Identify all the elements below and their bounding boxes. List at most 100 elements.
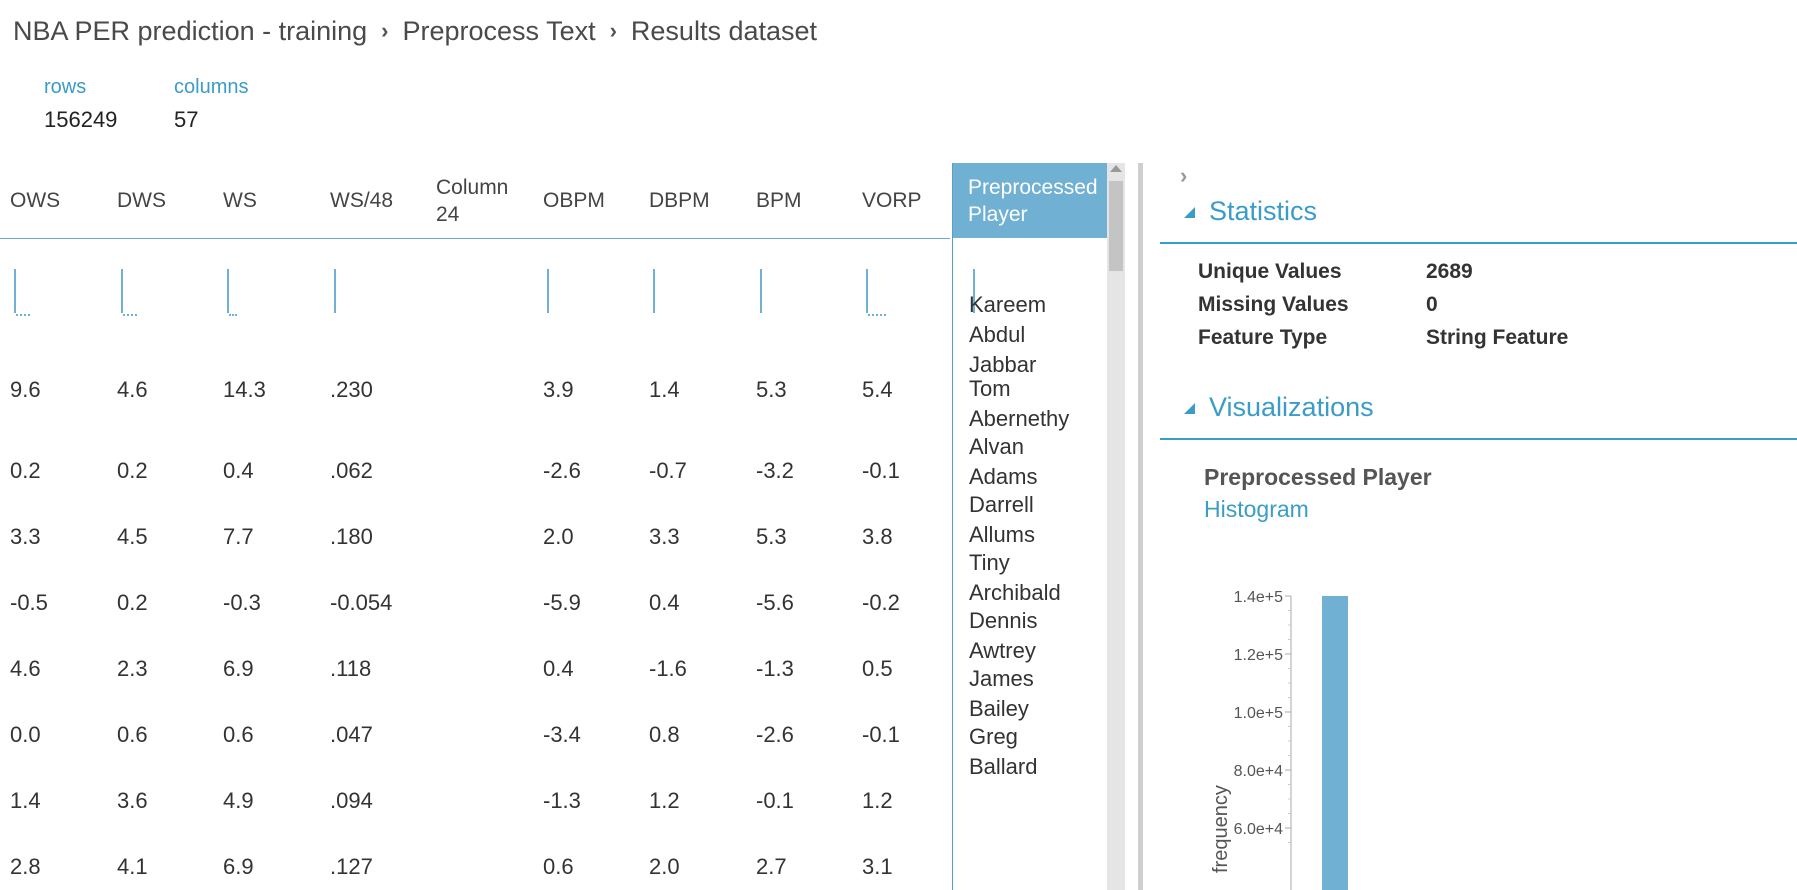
table-cell[interactable]: 3.3 xyxy=(649,524,680,549)
table-cell[interactable]: 0.4 xyxy=(649,590,680,615)
table-cell[interactable]: -0.1 xyxy=(862,458,900,483)
table-cell[interactable]: 0.2 xyxy=(10,458,41,483)
column-header-dbpm[interactable]: DBPM xyxy=(649,189,710,212)
table-cell[interactable]: 4.6 xyxy=(117,377,148,402)
table-cell[interactable]: 5.3 xyxy=(756,377,787,402)
table-cell[interactable]: 3.8 xyxy=(862,524,893,549)
stat-value-unique: 2689 xyxy=(1426,260,1473,283)
histogram-bar[interactable] xyxy=(1322,596,1348,890)
table-cell[interactable]: -0.2 xyxy=(862,590,900,615)
table-cell[interactable]: 6.9 xyxy=(223,656,254,681)
column-header-column-24[interactable]: Column 24 xyxy=(436,175,509,226)
table-cell[interactable]: .180 xyxy=(330,524,373,549)
scrollbar-thumb[interactable] xyxy=(1109,181,1123,271)
table-cell[interactable]: -0.1 xyxy=(756,788,794,813)
table-cell[interactable]: 2.3 xyxy=(117,656,148,681)
statistics-section-toggle[interactable]: Statistics xyxy=(1184,196,1317,227)
table-cell[interactable]: -0.3 xyxy=(223,590,261,615)
table-cell[interactable]: .127 xyxy=(330,854,373,879)
table-cell[interactable]: 9.6 xyxy=(10,377,41,402)
table-cell[interactable]: 1.2 xyxy=(862,788,893,813)
column-header-preprocessed-player[interactable]: Preprocessed Player xyxy=(953,163,1107,238)
table-cell[interactable]: -3.2 xyxy=(756,458,794,483)
table-cell[interactable]: 3.6 xyxy=(117,788,148,813)
table-cell[interactable]: -0.1 xyxy=(862,722,900,747)
histogram-link[interactable]: Histogram xyxy=(1204,496,1309,522)
rows-label: rows xyxy=(44,76,87,98)
table-cell[interactable]: 4.6 xyxy=(10,656,41,681)
table-cell[interactable]: -0.054 xyxy=(330,590,393,615)
table-cell[interactable]: 0.8 xyxy=(649,722,680,747)
table-cell[interactable]: -1.3 xyxy=(543,788,581,813)
list-item[interactable]: Dennis Awtrey xyxy=(969,606,1037,666)
table-cell[interactable]: 6.9 xyxy=(223,854,254,879)
table-cell[interactable]: 2.8 xyxy=(10,854,41,879)
column-header-dws[interactable]: DWS xyxy=(117,189,166,212)
list-item[interactable]: James Bailey xyxy=(969,664,1034,724)
table-cell[interactable]: .094 xyxy=(330,788,373,813)
table-cell[interactable]: -5.9 xyxy=(543,590,581,615)
column-header-ws[interactable]: WS xyxy=(223,189,257,212)
table-cell[interactable]: -2.6 xyxy=(543,458,581,483)
data-grid[interactable]: OWS DWS WS WS/48 Column 24 OBPM DBPM BPM VORP 9.… xyxy=(0,163,1107,890)
table-cell[interactable]: 2.0 xyxy=(543,524,574,549)
selected-column[interactable]: Preprocessed Player Kareem Abdul Jabbar Tom… xyxy=(952,163,1107,890)
list-item[interactable]: Alvan Adams xyxy=(969,432,1037,492)
table-cell[interactable]: 3.9 xyxy=(543,377,574,402)
list-item[interactable]: Tiny Archibald xyxy=(969,548,1061,608)
breadcrumb-experiment[interactable]: NBA PER prediction - training xyxy=(13,16,368,46)
table-cell[interactable]: -2.6 xyxy=(756,722,794,747)
column-header-ows[interactable]: OWS xyxy=(10,189,61,212)
table-cell[interactable]: 0.5 xyxy=(862,656,893,681)
divider xyxy=(1160,438,1797,440)
table-cell[interactable]: 3.1 xyxy=(862,854,893,879)
visualizations-section-toggle[interactable]: Visualizations xyxy=(1184,392,1374,423)
table-cell[interactable]: 0.2 xyxy=(117,458,148,483)
chevron-right-icon: › xyxy=(609,18,617,43)
table-cell[interactable]: 2.7 xyxy=(756,854,787,879)
table-cell[interactable]: 0.4 xyxy=(223,458,254,483)
table-cell[interactable]: 0.2 xyxy=(117,590,148,615)
column-header-bpm[interactable]: BPM xyxy=(756,189,802,212)
table-cell[interactable]: 14.3 xyxy=(223,377,266,402)
column-header-vorp[interactable]: VORP xyxy=(862,189,922,212)
table-cell[interactable]: -0.7 xyxy=(649,458,687,483)
table-cell[interactable]: 0.6 xyxy=(117,722,148,747)
table-cell[interactable]: 2.0 xyxy=(649,854,680,879)
list-item[interactable]: Darrell Allums xyxy=(969,490,1035,550)
panel-splitter[interactable] xyxy=(1138,163,1143,890)
column-header-obpm[interactable]: OBPM xyxy=(543,189,605,212)
table-cell[interactable]: -1.3 xyxy=(756,656,794,681)
list-item[interactable]: Tom Abernethy xyxy=(969,374,1069,434)
scroll-up-icon[interactable] xyxy=(1110,165,1122,172)
table-cell[interactable]: .047 xyxy=(330,722,373,747)
table-cell[interactable]: 0.6 xyxy=(543,854,574,879)
grid-scrollbar[interactable] xyxy=(1107,163,1125,890)
table-cell[interactable]: -1.6 xyxy=(649,656,687,681)
table-cell[interactable]: 0.0 xyxy=(10,722,41,747)
chevron-right-icon[interactable]: › xyxy=(1180,163,1188,188)
table-cell[interactable]: 1.4 xyxy=(649,377,680,402)
table-cell[interactable]: 0.4 xyxy=(543,656,574,681)
list-item[interactable]: Greg Ballard xyxy=(969,722,1037,782)
table-cell[interactable]: .230 xyxy=(330,377,373,402)
table-cell[interactable]: 4.5 xyxy=(117,524,148,549)
table-cell[interactable]: -3.4 xyxy=(543,722,581,747)
table-cell[interactable]: 4.1 xyxy=(117,854,148,879)
breadcrumb-module[interactable]: Preprocess Text xyxy=(402,16,596,46)
table-cell[interactable]: 1.2 xyxy=(649,788,680,813)
sparkline xyxy=(760,269,762,313)
table-cell[interactable]: -0.5 xyxy=(10,590,48,615)
table-cell[interactable]: 0.6 xyxy=(223,722,254,747)
table-cell[interactable]: 5.3 xyxy=(756,524,787,549)
table-cell[interactable]: 5.4 xyxy=(862,377,893,402)
table-cell[interactable]: .118 xyxy=(330,656,372,681)
table-cell[interactable]: .062 xyxy=(330,458,373,483)
column-header-ws-48[interactable]: WS/48 xyxy=(330,189,394,212)
table-cell[interactable]: 3.3 xyxy=(10,524,41,549)
table-cell[interactable]: -5.6 xyxy=(756,590,794,615)
table-cell[interactable]: 1.4 xyxy=(10,788,41,813)
table-cell[interactable]: 4.9 xyxy=(223,788,254,813)
list-item[interactable]: Kareem Abdul Jabbar xyxy=(969,290,1046,380)
table-cell[interactable]: 7.7 xyxy=(223,524,254,549)
